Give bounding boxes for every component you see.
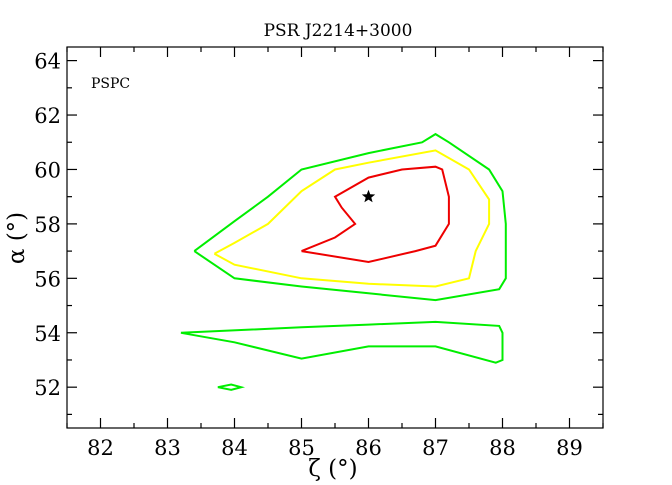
- chart-title: PSR J2214+3000: [264, 21, 413, 41]
- x-tick-label: 83: [154, 436, 181, 460]
- y-tick-label: 60: [34, 158, 61, 182]
- y-tick-label: 64: [34, 50, 61, 74]
- pspc-annotation: PSPC: [91, 76, 130, 92]
- y-tick-label: 58: [34, 213, 61, 237]
- x-tick-label: 82: [87, 436, 114, 460]
- contour-series-0-segment-2: [217, 383, 246, 391]
- x-tick-label: 86: [355, 436, 382, 460]
- x-tick-label: 85: [288, 436, 315, 460]
- x-tick-label: 84: [221, 436, 248, 460]
- y-tick-label: 54: [34, 322, 61, 346]
- x-tick-label: 87: [422, 436, 449, 460]
- y-tick-label: 62: [34, 104, 61, 128]
- y-tick-label: 56: [34, 267, 61, 291]
- star-marker: [361, 189, 376, 203]
- y-axis-label: α (°): [4, 212, 30, 264]
- x-tick-label: 89: [556, 436, 583, 460]
- x-tick-label: 88: [489, 436, 516, 460]
- contour-series-1-segment-0: [213, 149, 491, 288]
- contour-series-0-segment-0: [193, 132, 507, 302]
- contour-series-0-segment-1: [180, 320, 504, 364]
- y-tick-label: 52: [34, 376, 61, 400]
- contour-series-2-segment-0: [301, 165, 450, 264]
- x-axis-label: ζ (°): [308, 456, 357, 482]
